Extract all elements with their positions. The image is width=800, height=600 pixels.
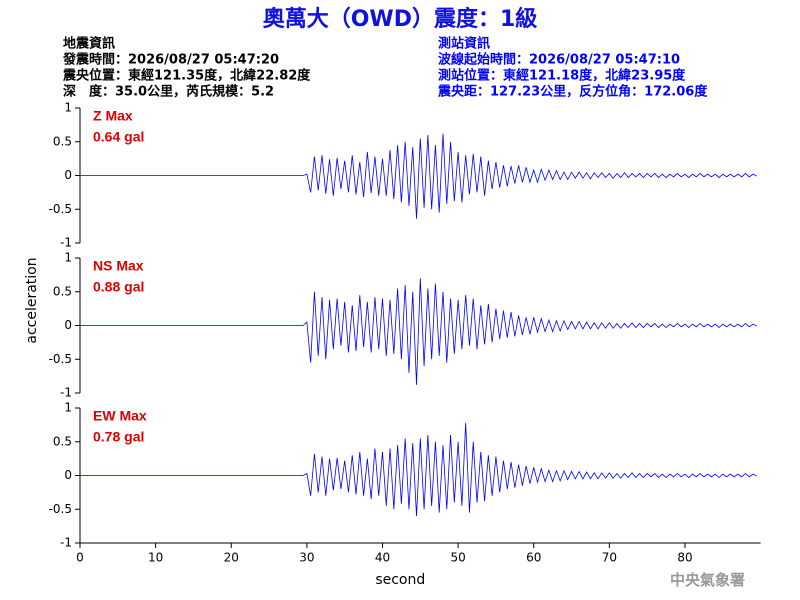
x-axis-label: second <box>375 572 425 588</box>
info-left: 發震時間：2026/08/27 05:47:20 <box>62 52 279 68</box>
y-axis-label: acceleration <box>24 257 40 343</box>
x-tick-label: 10 <box>148 551 163 565</box>
annotation: EW Max <box>93 408 147 424</box>
annotation: 0.88 gal <box>93 279 144 295</box>
x-tick-label: 0 <box>76 551 84 565</box>
y-tick-label: -0.5 <box>49 502 72 516</box>
x-tick-label: 20 <box>224 551 239 565</box>
annotation: Z Max <box>93 108 133 124</box>
y-tick-label: 1 <box>64 401 72 415</box>
info-left: 深 度：35.0公里，芮氏規模：5.2 <box>63 84 274 100</box>
y-tick-label: 0.5 <box>53 134 72 148</box>
y-tick-label: -0.5 <box>49 202 72 216</box>
x-tick-label: 30 <box>299 551 314 565</box>
y-tick-label: -1 <box>60 386 72 400</box>
info-right: 測站資訊 <box>438 36 490 52</box>
x-tick-label: 40 <box>375 551 390 565</box>
annotation: NS Max <box>93 258 144 274</box>
y-tick-label: 0 <box>64 168 72 182</box>
y-tick-label: -0.5 <box>49 352 72 366</box>
y-tick-label: 0 <box>64 468 72 482</box>
y-tick-label: 1 <box>64 251 72 265</box>
waveform <box>80 422 758 517</box>
info-right: 測站位置：東經121.18度，北緯23.95度 <box>438 68 686 84</box>
x-tick-label: 60 <box>526 551 541 565</box>
info-right: 震央距：127.23公里，反方位角：172.06度 <box>437 84 708 100</box>
waveform <box>80 278 758 385</box>
x-tick-label: 80 <box>677 551 692 565</box>
y-tick-label: -1 <box>60 236 72 250</box>
annotation: 0.64 gal <box>93 129 144 145</box>
info-left: 震央位置：東經121.35度，北緯22.82度 <box>62 68 311 84</box>
footer: 中央氣象署 <box>670 571 745 589</box>
info-right: 波線起始時間：2026/08/27 05:47:10 <box>438 52 680 68</box>
x-tick-label: 70 <box>602 551 617 565</box>
y-tick-label: 0.5 <box>53 434 72 448</box>
y-tick-label: 0 <box>64 318 72 332</box>
y-tick-label: 0.5 <box>53 284 72 298</box>
x-tick-label: 50 <box>450 551 465 565</box>
annotation: 0.78 gal <box>93 429 144 445</box>
y-tick-label: -1 <box>60 536 72 550</box>
y-tick-label: 1 <box>64 101 72 115</box>
waveform <box>80 133 758 219</box>
chart-title: 奧萬大（OWD）震度：1級 <box>263 6 538 32</box>
info-left: 地震資訊 <box>63 36 115 52</box>
